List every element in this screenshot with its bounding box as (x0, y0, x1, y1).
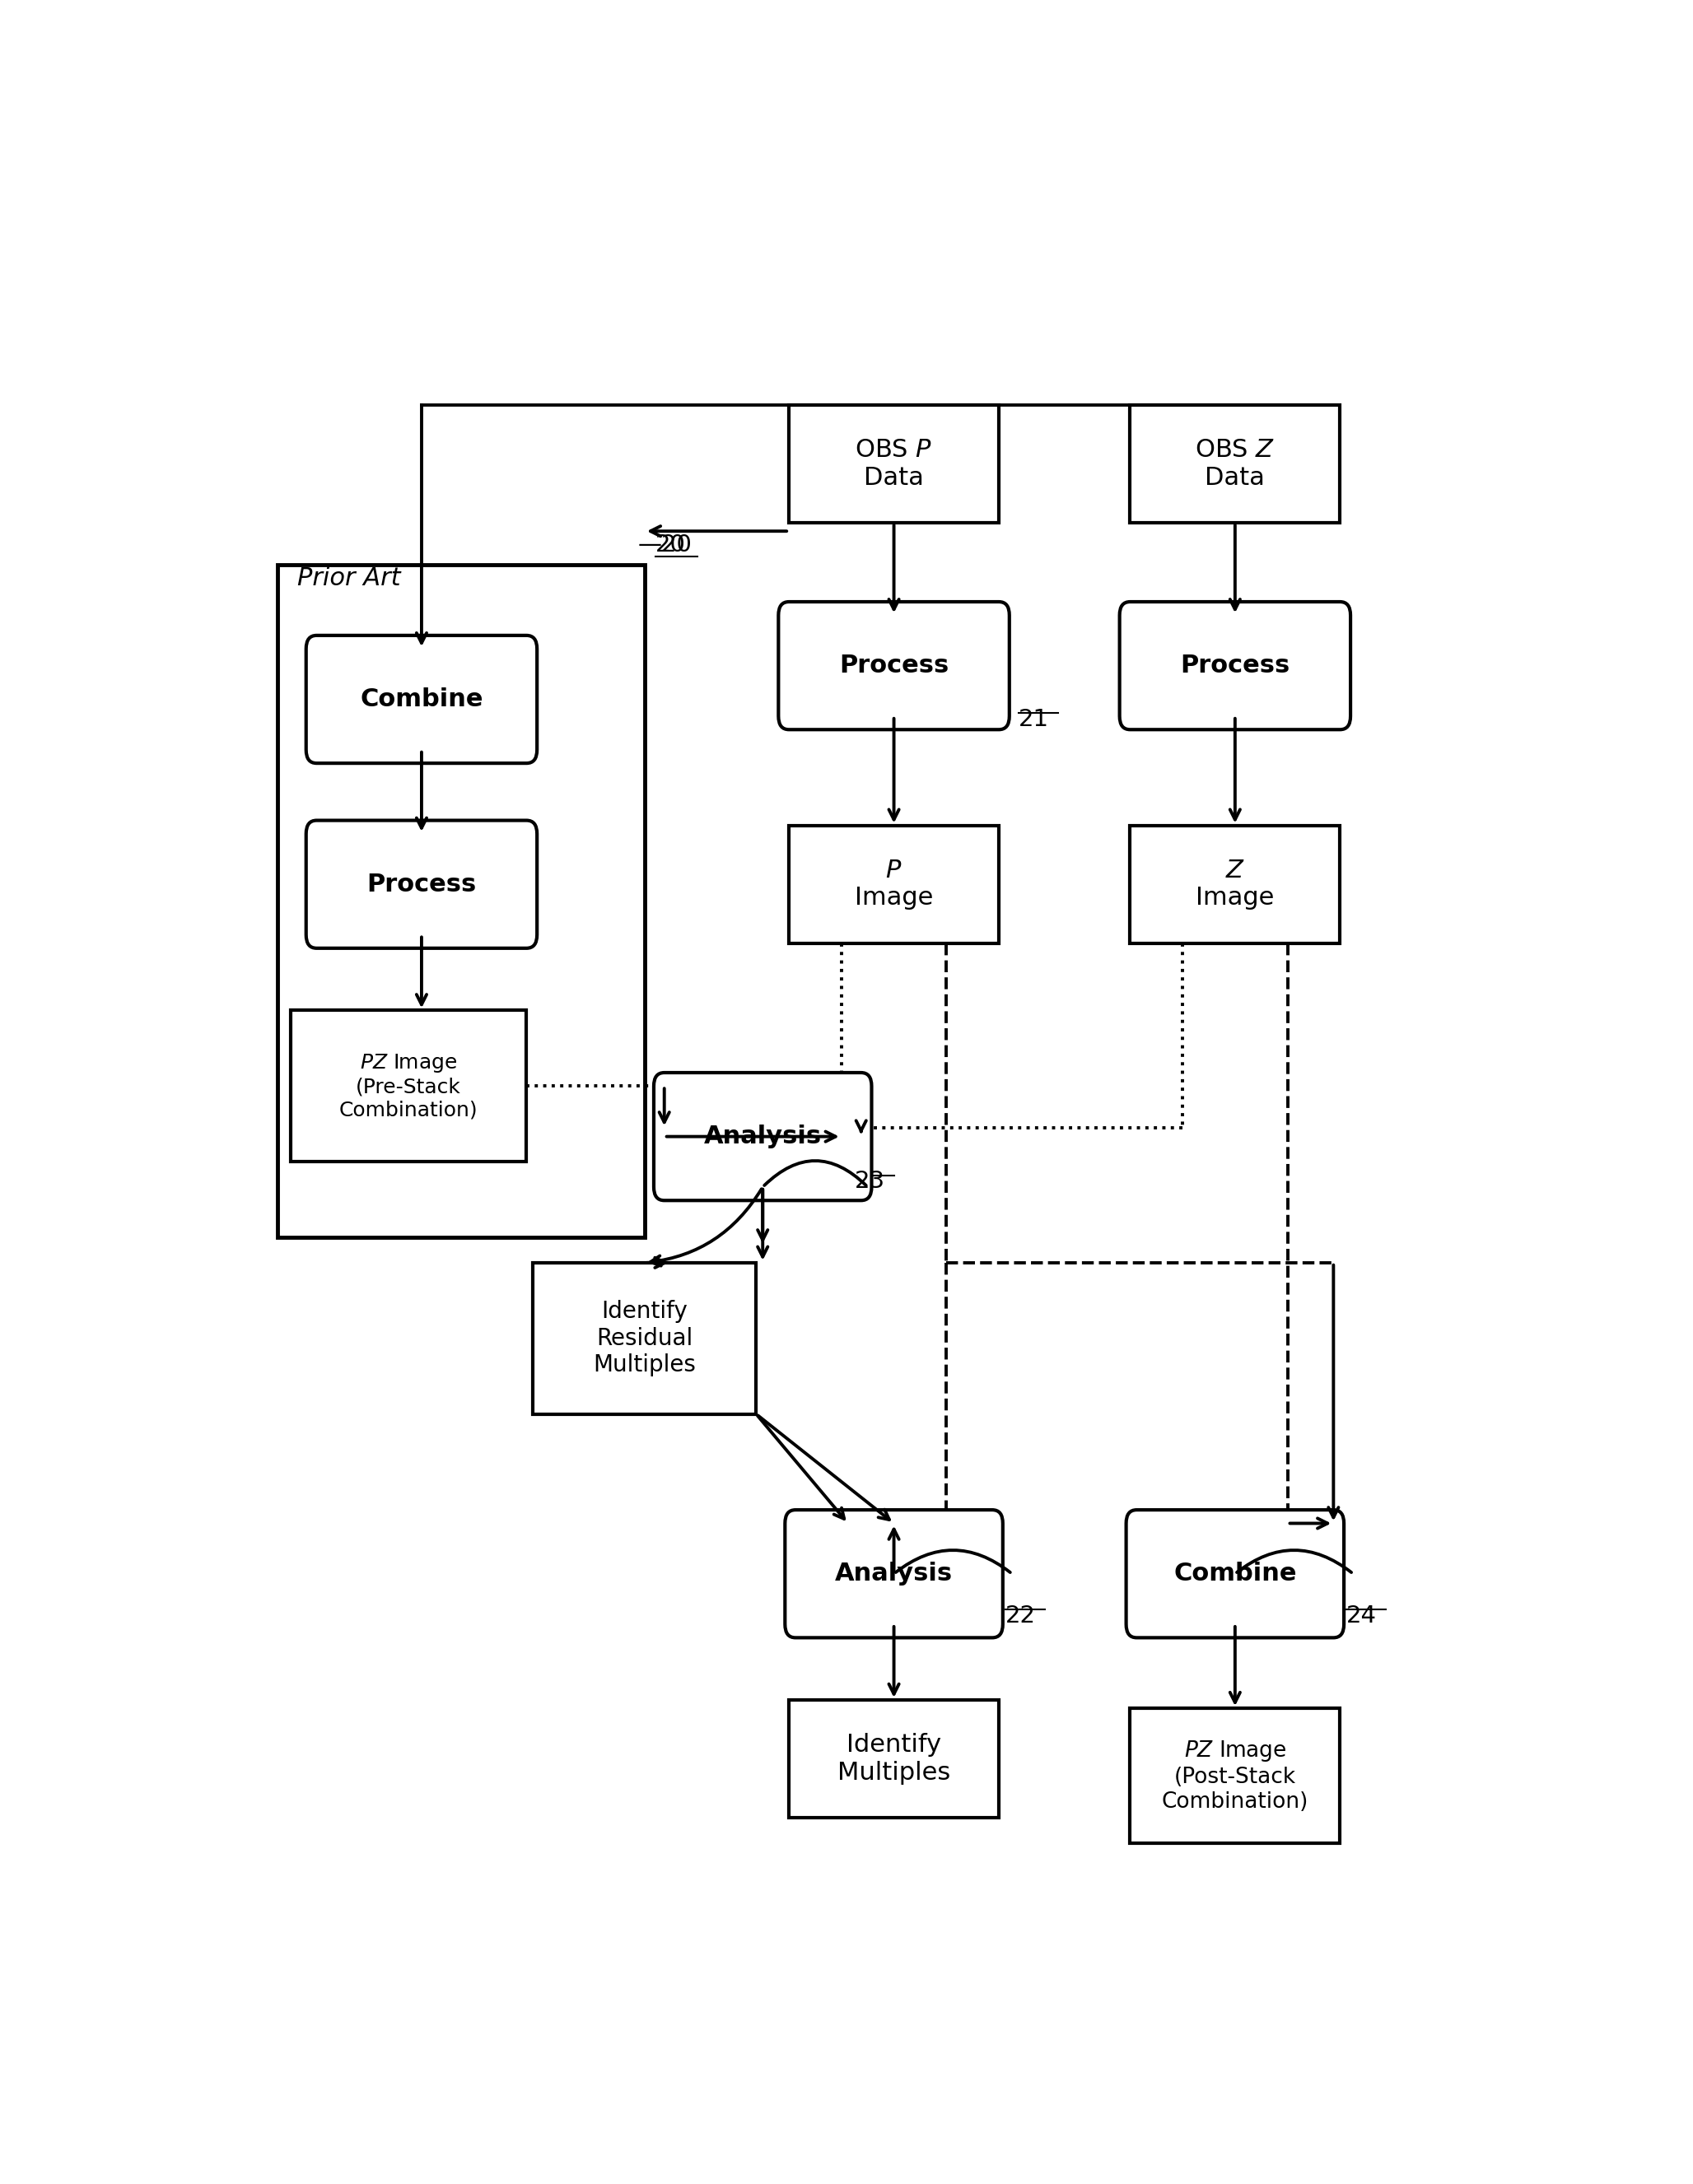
FancyBboxPatch shape (653, 1072, 872, 1201)
FancyBboxPatch shape (779, 603, 1009, 729)
FancyBboxPatch shape (1119, 603, 1351, 729)
FancyBboxPatch shape (1131, 404, 1341, 522)
Text: Analysis: Analysis (704, 1125, 821, 1149)
FancyBboxPatch shape (789, 404, 999, 522)
Text: $\mathit{PZ}$ Image
(Pre-Stack
Combination): $\mathit{PZ}$ Image (Pre-Stack Combinati… (339, 1053, 477, 1120)
Text: 21: 21 (1019, 708, 1050, 732)
FancyBboxPatch shape (1131, 826, 1341, 943)
Text: $\mathit{Z}$
Image: $\mathit{Z}$ Image (1195, 858, 1275, 911)
Text: Prior Art: Prior Art (296, 566, 400, 590)
FancyBboxPatch shape (278, 566, 645, 1238)
Text: Process: Process (1180, 653, 1290, 677)
Text: Identify
Multiples: Identify Multiples (838, 1734, 950, 1784)
Text: Analysis: Analysis (835, 1562, 953, 1586)
Text: OBS $\mathit{P}$
Data: OBS $\mathit{P}$ Data (855, 439, 933, 489)
FancyBboxPatch shape (291, 1011, 527, 1162)
FancyBboxPatch shape (789, 826, 999, 943)
FancyBboxPatch shape (306, 636, 537, 762)
Text: Process: Process (840, 653, 948, 677)
Text: 24: 24 (1346, 1603, 1376, 1627)
Text: Combine: Combine (361, 688, 483, 712)
Text: $\mathit{PZ}$ Image
(Post-Stack
Combination): $\mathit{PZ}$ Image (Post-Stack Combinat… (1161, 1738, 1309, 1813)
FancyBboxPatch shape (533, 1262, 757, 1413)
FancyBboxPatch shape (306, 821, 537, 948)
FancyBboxPatch shape (1126, 1509, 1344, 1638)
FancyBboxPatch shape (1131, 1708, 1341, 1843)
Text: 22: 22 (1006, 1603, 1036, 1627)
Text: Combine: Combine (1173, 1562, 1297, 1586)
Text: Process: Process (367, 871, 476, 895)
Text: 20: 20 (655, 533, 686, 557)
Text: Identify
Residual
Multiples: Identify Residual Multiples (593, 1299, 696, 1376)
FancyBboxPatch shape (789, 1699, 999, 1817)
Text: $\mathit{P}$
Image: $\mathit{P}$ Image (855, 858, 933, 911)
Text: OBS $\mathit{Z}$
Data: OBS $\mathit{Z}$ Data (1195, 439, 1275, 489)
Text: —20: —20 (638, 533, 692, 557)
Text: 23: 23 (855, 1171, 885, 1192)
FancyBboxPatch shape (786, 1509, 1002, 1638)
